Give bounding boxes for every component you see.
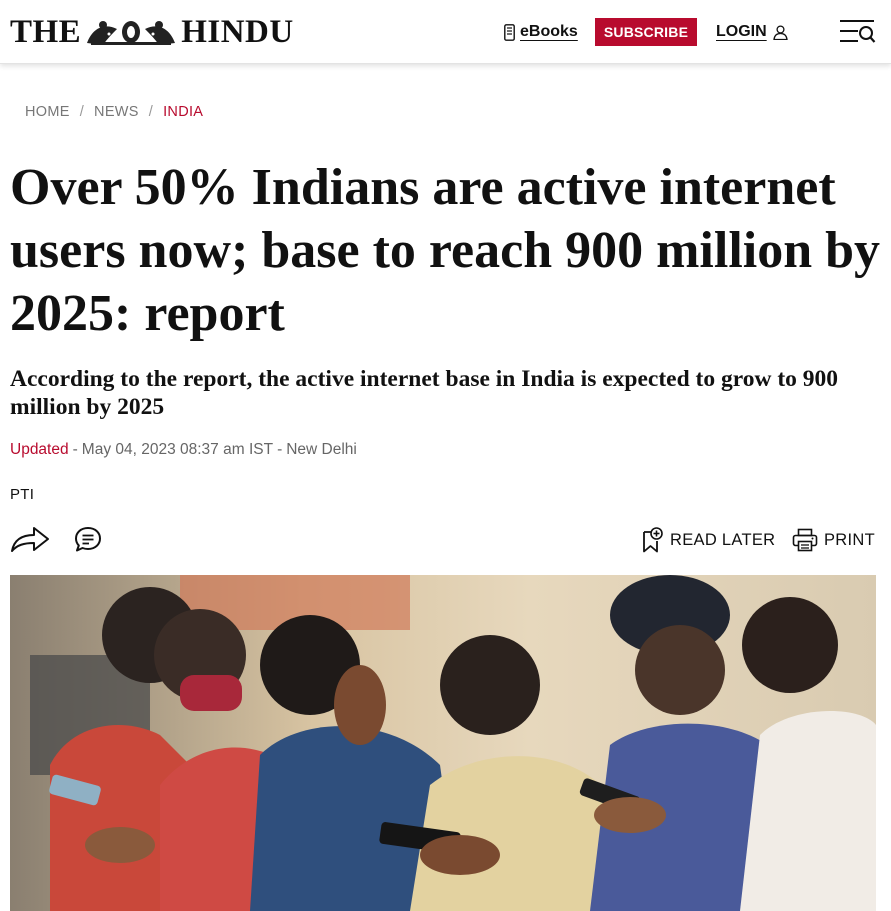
logo-emblem-icon — [87, 21, 176, 45]
meta-separator: - — [72, 441, 78, 458]
read-later-label: READ LATER — [670, 530, 776, 549]
share-icon[interactable] — [10, 524, 50, 554]
breadcrumb-separator: / — [148, 104, 154, 120]
menu-search-icon[interactable] — [838, 18, 876, 46]
article-timestamp: May 04, 2023 08:37 am IST — [81, 441, 274, 458]
article-author[interactable]: PTI — [10, 486, 35, 503]
breadcrumb-home[interactable]: HOME — [25, 104, 70, 120]
subscribe-label: SUBSCRIBE — [603, 24, 689, 40]
subscribe-button[interactable]: SUBSCRIBE — [595, 18, 697, 46]
print-button[interactable]: PRINT — [792, 526, 875, 554]
print-label: PRINT — [824, 530, 875, 549]
comment-icon[interactable] — [74, 524, 102, 554]
site-logo[interactable]: THE HINDU — [10, 14, 294, 50]
login-link[interactable]: LOGIN — [716, 20, 788, 44]
ebook-icon — [504, 23, 515, 41]
article-photo-illustration — [10, 575, 876, 911]
printer-icon — [792, 528, 818, 552]
updated-label: Updated — [10, 441, 69, 458]
ebooks-label: eBooks — [520, 23, 578, 40]
meta-separator: - — [277, 441, 283, 458]
breadcrumb-news[interactable]: NEWS — [94, 104, 139, 120]
logo-text-left: THE — [10, 13, 82, 50]
breadcrumb-india[interactable]: INDIA — [163, 104, 204, 120]
article-title: Over 50% Indians are active internet use… — [10, 159, 881, 342]
bookmark-add-icon — [643, 527, 663, 553]
article-location: New Delhi — [286, 441, 357, 458]
article-subtitle: According to the report, the active inte… — [10, 366, 839, 420]
ebooks-link[interactable]: eBooks — [504, 20, 578, 44]
logo-text-right: HINDU — [181, 13, 294, 50]
login-label: LOGIN — [716, 23, 767, 40]
site-header: THE HINDU eBooks — [0, 0, 891, 64]
breadcrumb-separator: / — [79, 104, 85, 120]
user-icon — [772, 24, 788, 40]
article-meta: Updated - May 04, 2023 08:37 am IST - Ne… — [10, 440, 357, 460]
read-later-button[interactable]: READ LATER — [642, 526, 775, 554]
breadcrumb: HOME / NEWS / INDIA — [25, 103, 203, 121]
article-photo — [10, 575, 876, 911]
